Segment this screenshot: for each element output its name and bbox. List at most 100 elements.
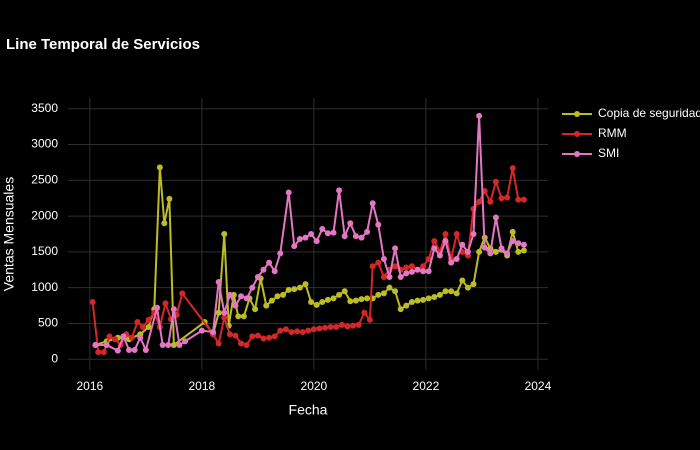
point xyxy=(291,243,298,250)
point xyxy=(308,231,315,237)
point xyxy=(215,340,222,347)
legend-label: RMM xyxy=(598,126,627,140)
legend-marker xyxy=(574,111,580,117)
point xyxy=(431,293,438,300)
point xyxy=(210,329,217,336)
point xyxy=(470,281,477,288)
point xyxy=(408,299,415,305)
point xyxy=(453,256,460,263)
point xyxy=(431,238,438,245)
point xyxy=(288,329,295,336)
point xyxy=(361,309,368,316)
point xyxy=(442,231,449,237)
point xyxy=(95,349,102,356)
point xyxy=(100,349,107,356)
point xyxy=(243,295,250,302)
point xyxy=(436,291,443,298)
point xyxy=(308,299,315,305)
point xyxy=(375,259,382,266)
point xyxy=(145,324,152,331)
y-tick-label: 500 xyxy=(38,316,58,330)
y-tick-label: 3000 xyxy=(31,137,58,151)
point xyxy=(294,328,301,335)
point xyxy=(442,288,449,295)
point xyxy=(316,325,323,332)
point xyxy=(487,198,494,205)
series-line xyxy=(95,167,525,347)
point xyxy=(453,290,460,297)
point xyxy=(156,164,163,171)
point xyxy=(408,263,415,270)
chart-title: Line Temporal de Servicios xyxy=(6,36,200,53)
point xyxy=(350,322,357,329)
point xyxy=(364,295,371,302)
point xyxy=(249,284,256,291)
point xyxy=(324,230,331,237)
point xyxy=(420,296,427,303)
y-axis-label: Ventas Mensuales xyxy=(1,177,17,291)
x-tick-label: 2024 xyxy=(525,379,552,393)
point xyxy=(327,324,334,331)
point xyxy=(347,220,354,227)
point xyxy=(520,247,527,254)
point xyxy=(322,324,329,331)
point xyxy=(142,346,149,353)
point xyxy=(397,306,404,313)
point xyxy=(453,231,460,237)
point xyxy=(305,327,312,334)
point xyxy=(341,288,348,295)
point xyxy=(509,228,516,235)
point xyxy=(145,316,152,323)
point xyxy=(252,306,259,313)
point xyxy=(120,333,127,340)
point xyxy=(392,263,399,270)
point xyxy=(271,268,278,275)
point xyxy=(515,248,522,255)
point xyxy=(408,268,415,275)
point xyxy=(380,290,387,297)
point xyxy=(392,245,399,252)
point xyxy=(161,220,168,227)
point xyxy=(221,231,228,237)
point xyxy=(182,338,189,345)
point xyxy=(162,300,169,307)
point xyxy=(436,252,443,259)
point xyxy=(330,295,337,302)
point xyxy=(498,195,505,202)
point xyxy=(226,331,233,338)
point xyxy=(215,309,222,316)
point xyxy=(254,332,261,339)
point xyxy=(274,293,281,300)
point xyxy=(344,323,351,330)
point xyxy=(504,250,511,257)
point xyxy=(515,240,522,247)
point xyxy=(504,194,511,201)
point xyxy=(498,245,505,252)
point xyxy=(92,341,99,348)
point xyxy=(159,341,166,348)
point xyxy=(403,264,410,271)
point xyxy=(464,284,471,291)
point xyxy=(476,248,483,255)
legend-marker xyxy=(574,151,580,157)
y-tick-label: 2000 xyxy=(31,208,58,222)
point xyxy=(285,286,292,293)
point xyxy=(352,233,359,240)
point xyxy=(487,250,494,257)
point xyxy=(448,259,455,266)
point xyxy=(425,256,432,263)
point xyxy=(509,238,516,245)
point xyxy=(165,341,172,348)
x-tick-label: 2022 xyxy=(413,379,440,393)
point xyxy=(336,187,343,194)
x-tick-label: 2016 xyxy=(76,379,103,393)
y-tick-label: 3500 xyxy=(31,101,58,115)
point xyxy=(338,321,345,328)
point xyxy=(134,319,141,326)
point xyxy=(221,309,228,316)
point xyxy=(459,241,466,248)
point xyxy=(313,301,320,308)
point xyxy=(369,263,376,270)
point xyxy=(243,341,250,348)
point xyxy=(366,316,373,323)
